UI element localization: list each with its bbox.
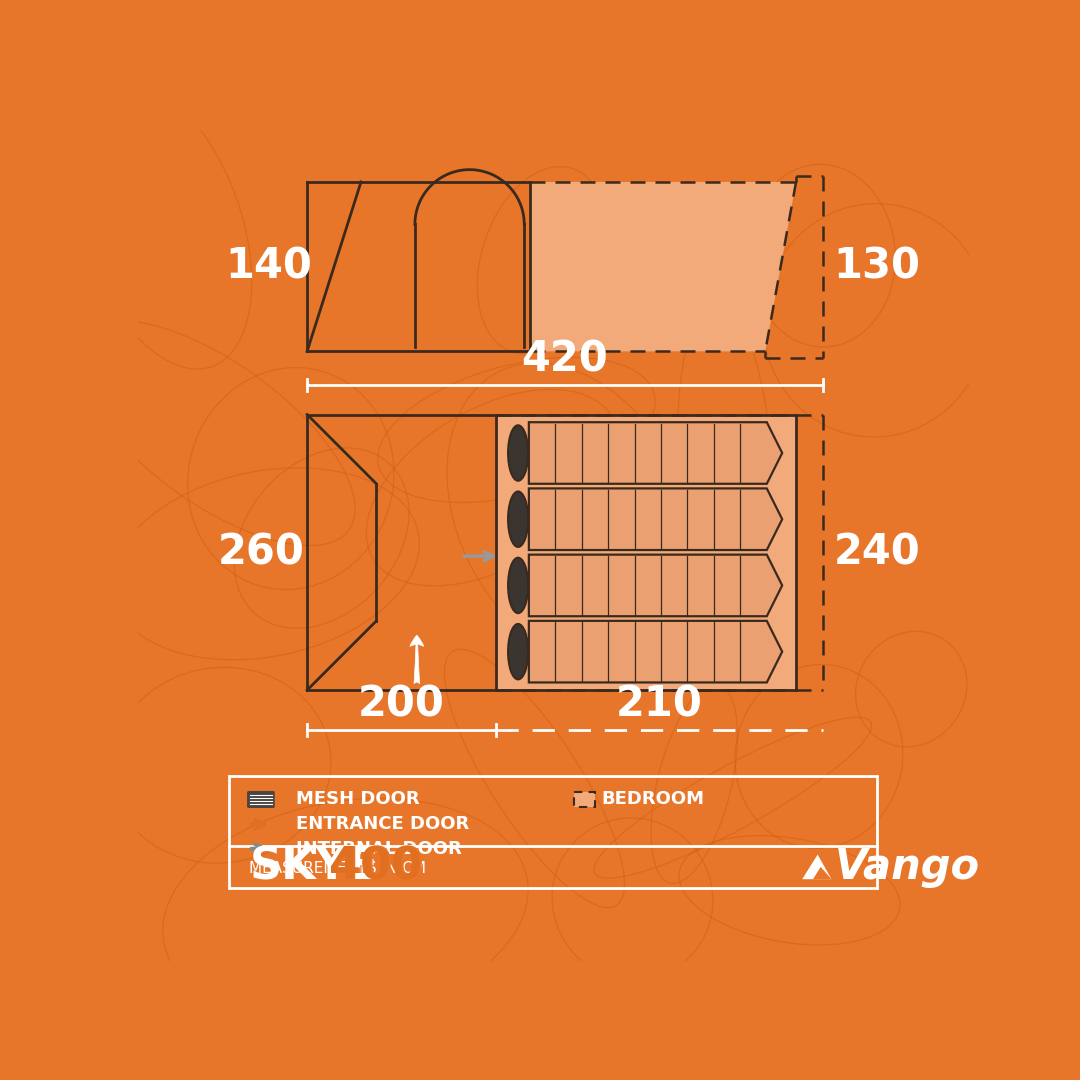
Text: MEASUREMENTS IN CM: MEASUREMENTS IN CM <box>248 862 426 876</box>
Ellipse shape <box>508 557 528 613</box>
Text: 260: 260 <box>217 531 305 573</box>
Text: 210: 210 <box>616 684 703 726</box>
FancyBboxPatch shape <box>496 415 796 690</box>
Polygon shape <box>530 181 796 351</box>
Text: BEDROOM: BEDROOM <box>602 791 704 809</box>
FancyBboxPatch shape <box>247 791 274 808</box>
Polygon shape <box>802 854 832 879</box>
Text: 400: 400 <box>330 846 424 889</box>
Ellipse shape <box>508 491 528 546</box>
FancyBboxPatch shape <box>573 792 595 807</box>
Text: MESH DOOR: MESH DOOR <box>296 791 419 809</box>
Text: 130: 130 <box>834 245 920 287</box>
Polygon shape <box>529 621 782 683</box>
Text: 200: 200 <box>357 684 445 726</box>
Ellipse shape <box>508 426 528 481</box>
Text: 400: 400 <box>328 846 421 889</box>
Text: 240: 240 <box>834 531 920 573</box>
Polygon shape <box>529 555 782 617</box>
Polygon shape <box>813 867 832 879</box>
Polygon shape <box>529 422 782 484</box>
Text: Vango: Vango <box>835 846 980 888</box>
Text: 420: 420 <box>522 339 608 380</box>
Polygon shape <box>529 488 782 550</box>
Ellipse shape <box>508 624 528 679</box>
Text: SKYE: SKYE <box>251 846 379 889</box>
Text: INTERNAL DOOR: INTERNAL DOOR <box>296 840 461 858</box>
Text: ENTRANCE DOOR: ENTRANCE DOOR <box>296 815 469 833</box>
Text: 140: 140 <box>225 245 312 287</box>
